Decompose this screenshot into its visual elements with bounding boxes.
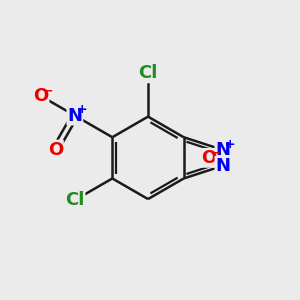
Text: Cl: Cl: [65, 191, 85, 209]
Text: O: O: [33, 87, 49, 105]
Text: N: N: [215, 157, 230, 175]
Text: O: O: [48, 140, 63, 158]
Text: O: O: [201, 149, 216, 167]
Text: Cl: Cl: [138, 64, 158, 82]
Text: N: N: [68, 106, 82, 124]
Text: +: +: [224, 138, 235, 151]
Text: N: N: [215, 141, 230, 159]
Text: −: −: [43, 85, 53, 98]
Text: −: −: [210, 146, 220, 159]
Text: +: +: [76, 103, 87, 116]
